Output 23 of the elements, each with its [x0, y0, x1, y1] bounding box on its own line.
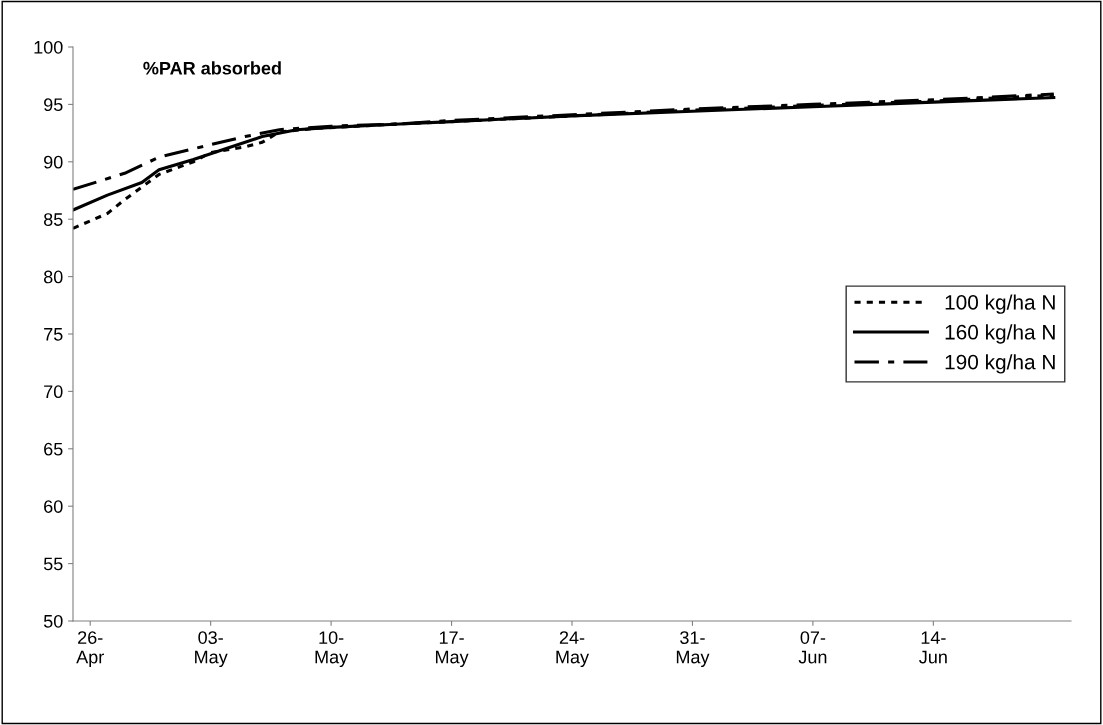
y-tick-label: 80: [43, 270, 63, 284]
y-tick-label: 85: [43, 213, 63, 226]
x-tick-label: 26- Apr: [76, 631, 104, 667]
legend-label: 160 kg/ha N: [945, 324, 1055, 344]
y-tick-label: 65: [44, 442, 63, 456]
legend-label: 100 kg/ha N: [945, 294, 1055, 314]
y-tick-label: 90: [44, 155, 63, 169]
y-tick-label: 60: [44, 500, 63, 513]
x-tick-label: 17- May: [435, 631, 469, 667]
x-tick-label: 10- May: [315, 631, 349, 667]
y-tick-label: 100: [34, 40, 63, 54]
y-tick-label: 50: [43, 614, 63, 628]
y-tick-label: 95: [44, 98, 63, 112]
text: %PAR absorbed: [143, 61, 281, 75]
y-tick-label: 75: [44, 328, 63, 341]
x-tick-label: 24- May: [556, 631, 590, 667]
x-tick-label: 07- Jun: [798, 631, 827, 664]
x-tick-label: 14- Jun: [919, 631, 947, 664]
legend-label: 190 kg/ha N: [945, 354, 1055, 374]
y-tick-label: 55: [43, 557, 63, 571]
y-tick-label: 70: [44, 385, 63, 399]
x-tick-label: 31- May: [676, 631, 710, 667]
x-tick-label: 03- May: [195, 631, 228, 667]
